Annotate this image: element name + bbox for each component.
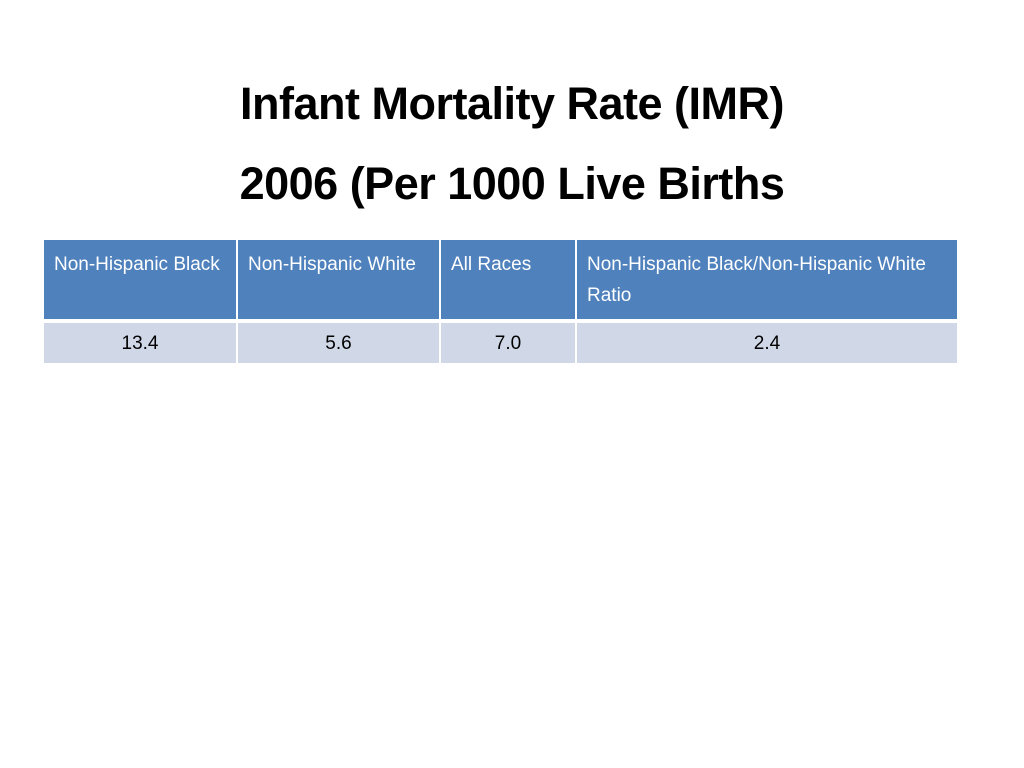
slide-title: Infant Mortality Rate (IMR) 2006 (Per 10… [60,64,964,224]
header-all-races: All Races [439,238,577,323]
cell-all-races: 7.0 [439,320,577,365]
cell-non-hispanic-white: 5.6 [236,320,441,365]
table-row: 13.4 5.6 7.0 2.4 [42,320,959,365]
header-black-white-ratio: Non-Hispanic Black/Non-Hispanic White Ra… [575,238,959,323]
header-non-hispanic-white: Non-Hispanic White [236,238,441,323]
table-header-row: Non-Hispanic Black Non-Hispanic White Al… [42,238,959,323]
cell-non-hispanic-black: 13.4 [42,320,238,365]
cell-black-white-ratio: 2.4 [575,320,959,365]
header-non-hispanic-black: Non-Hispanic Black [42,238,238,323]
title-line-2: 2006 (Per 1000 Live Births [239,158,785,209]
imr-table: Non-Hispanic Black Non-Hispanic White Al… [42,238,959,365]
title-line-1: Infant Mortality Rate (IMR) [240,78,785,129]
